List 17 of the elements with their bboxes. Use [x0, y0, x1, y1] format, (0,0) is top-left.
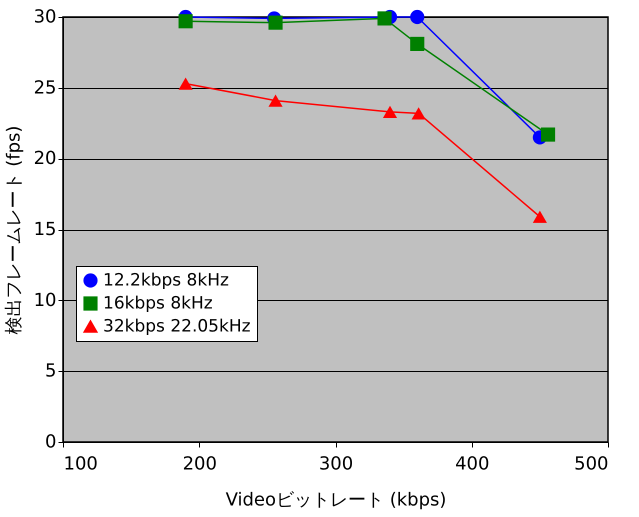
- x-tick-label: 300: [318, 454, 354, 474]
- y-tick-label: 25: [34, 77, 56, 98]
- y-axis-title: 検出フレームレート (fps): [4, 126, 25, 334]
- x-tick-label: 200: [182, 454, 217, 474]
- legend-label: 16kbps 8kHz: [103, 294, 213, 314]
- y-tick-label: 30: [34, 6, 56, 28]
- y-tick-label: 15: [34, 219, 56, 240]
- x-tick-label: 400: [455, 454, 490, 474]
- legend-label: 32kbps 22.05kHz: [103, 316, 251, 336]
- legend-label: 12.2kbps 8kHz: [103, 270, 229, 290]
- y-tick-label: 10: [34, 290, 56, 311]
- y-tick-label: 0: [45, 432, 56, 452]
- y-tick-label: 5: [45, 360, 56, 382]
- x-tick-label: 500: [574, 454, 608, 474]
- y-tick-label: 20: [34, 148, 56, 170]
- x-axis-title: Videoビットレート (kbps): [226, 490, 446, 510]
- x-tick-label: 100: [64, 454, 98, 474]
